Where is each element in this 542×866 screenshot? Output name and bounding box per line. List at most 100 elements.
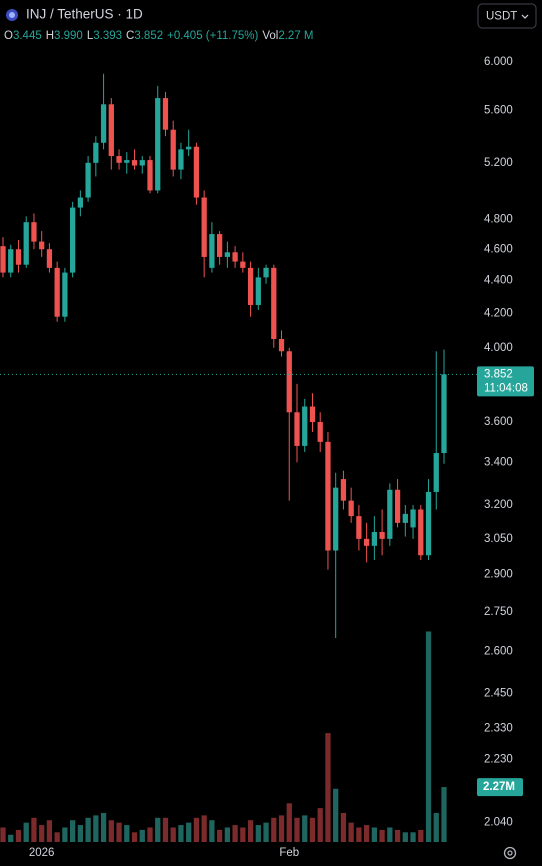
volume-bar xyxy=(116,822,122,842)
candle-body xyxy=(309,406,316,423)
volume-bar xyxy=(170,827,176,842)
candle-body xyxy=(62,272,68,317)
chart-title[interactable]: INJ / TetherUS · 1D xyxy=(26,7,143,22)
volume-bar xyxy=(247,820,254,842)
volume-bar xyxy=(379,829,385,842)
candle-body xyxy=(8,249,14,273)
volume-bar xyxy=(356,827,362,842)
y-tick-label: 2.900 xyxy=(484,568,513,580)
candle-body xyxy=(193,146,200,198)
y-tick-label: 4.200 xyxy=(484,307,513,319)
candle-body xyxy=(356,516,362,539)
volume-value: 2.27 M xyxy=(278,30,313,42)
x-tick-label: Feb xyxy=(279,847,299,859)
volume-bar xyxy=(124,825,130,842)
candle-body xyxy=(247,267,254,306)
volume-bar xyxy=(441,787,447,842)
volume-bar xyxy=(433,812,439,842)
volume-bar xyxy=(348,822,354,842)
candle-body xyxy=(93,142,99,163)
legend-value: 3.445 xyxy=(13,30,42,42)
candle-body xyxy=(54,267,60,317)
candle-body xyxy=(418,509,424,556)
currency-dropdown[interactable] xyxy=(477,3,537,29)
candle-body xyxy=(232,252,238,262)
candle-body xyxy=(100,104,107,143)
volume-bar xyxy=(286,803,292,842)
y-tick-label: 2.230 xyxy=(484,754,513,766)
volume-bar xyxy=(162,817,169,842)
volume-bar xyxy=(410,832,416,842)
volume-bar xyxy=(155,817,161,842)
legend-key: C xyxy=(126,30,134,42)
volume-bar xyxy=(278,815,285,842)
y-tick-label: 2.330 xyxy=(484,723,513,735)
volume-bar xyxy=(39,825,45,842)
volume-bar xyxy=(193,817,200,842)
volume-bar xyxy=(271,817,277,842)
settings-icon-inner xyxy=(507,850,513,856)
volume-bar xyxy=(100,812,107,842)
volume-bar xyxy=(15,829,22,842)
candle-body xyxy=(255,277,261,306)
plot-area xyxy=(0,73,447,842)
countdown-label: 11:04:08 xyxy=(484,382,528,394)
candle-body xyxy=(186,146,192,150)
candle-body xyxy=(147,160,153,191)
candle-body xyxy=(155,98,161,191)
volume-bar xyxy=(131,832,138,842)
candle-body xyxy=(162,98,169,130)
y-tick-label: 5.600 xyxy=(484,105,513,117)
candle-body xyxy=(0,246,6,273)
y-tick-label: 2.450 xyxy=(484,687,513,699)
y-tick-label: 3.400 xyxy=(484,456,513,468)
candle-body xyxy=(271,267,277,339)
legend-key: L xyxy=(87,30,94,42)
x-tick-label: 2026 xyxy=(29,847,55,859)
volume-bar xyxy=(217,829,223,842)
legend-key: H xyxy=(46,30,54,42)
y-tick-label: 5.200 xyxy=(484,157,513,169)
volume-bar xyxy=(340,812,347,842)
volume-bar xyxy=(333,788,339,842)
candle-body xyxy=(294,412,300,446)
candle-body xyxy=(124,160,130,163)
volume-bar xyxy=(46,820,53,842)
y-tick-label: 4.800 xyxy=(484,213,513,225)
volume-bar xyxy=(394,829,401,842)
candle-body xyxy=(410,509,416,528)
ohlc-legend: O3.445 H3.990 L3.393 C3.852 +0.405 (+11.75%)… xyxy=(4,30,314,42)
candle-body xyxy=(317,422,323,442)
candle-body xyxy=(340,479,347,501)
volume-bar xyxy=(294,817,300,842)
volume-bar xyxy=(70,820,76,842)
candle-body xyxy=(371,531,377,546)
volume-key: Vol xyxy=(262,30,278,42)
volume-bar xyxy=(255,825,261,842)
volume-bar xyxy=(224,827,230,842)
currency-label: USDT xyxy=(486,11,517,23)
volume-bar xyxy=(240,827,246,842)
volume-bar xyxy=(201,815,207,842)
volume-bar xyxy=(108,820,114,842)
volume-bar xyxy=(418,829,424,842)
candle-body xyxy=(108,104,114,157)
y-tick-label: 3.050 xyxy=(484,533,513,545)
y-tick-label: 2.040 xyxy=(484,816,513,828)
last-price-label: 3.852 xyxy=(484,368,513,380)
candle-body xyxy=(31,222,37,242)
candle-body xyxy=(201,197,207,257)
volume-bar xyxy=(139,829,145,842)
last-price-box xyxy=(477,366,534,397)
symbol-icon-inner xyxy=(9,12,15,18)
candle-body xyxy=(263,267,269,278)
legend-value: 3.852 xyxy=(134,30,163,42)
volume-bar xyxy=(23,822,29,842)
volume-bar xyxy=(62,827,68,842)
candle-body xyxy=(131,160,138,166)
settings-icon[interactable] xyxy=(503,846,517,860)
volume-bar xyxy=(425,631,432,842)
volume-bar xyxy=(302,815,308,842)
volume-bar xyxy=(232,825,238,842)
